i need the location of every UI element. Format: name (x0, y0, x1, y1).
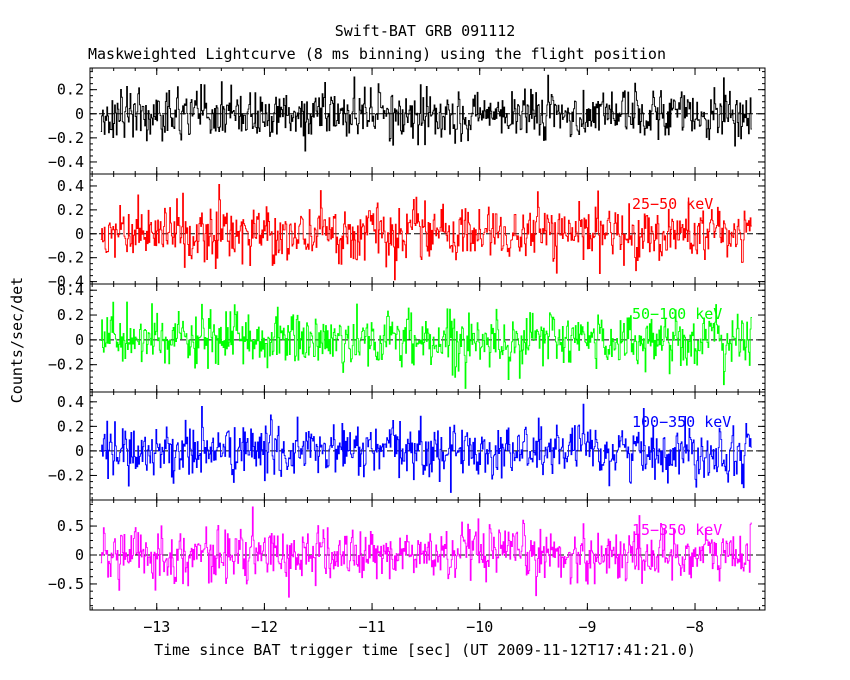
x-tick-label: −10 (466, 618, 493, 636)
y-tick-label: 0.2 (57, 417, 84, 435)
y-tick-label: 0 (75, 225, 84, 243)
band-label: 50−100 keV (632, 305, 722, 323)
y-tick-label: −0.2 (48, 356, 84, 374)
x-axis: −13 −12 −11 −10 −9 −8 (143, 618, 704, 636)
x-tick-label: −11 (359, 618, 386, 636)
lightcurve-series (100, 74, 752, 152)
panel-1: −0.4 −0.2 0 0.2 (48, 67, 766, 175)
lightcurve-series (100, 183, 752, 281)
y-tick-label: 0.2 (57, 81, 84, 99)
y-tick-label: 0 (75, 442, 84, 460)
lightcurve-series (100, 301, 752, 389)
chart-title: Swift-BAT GRB 091112 (335, 22, 516, 40)
lightcurve-series (100, 403, 752, 493)
x-tick-label: −9 (578, 618, 596, 636)
y-tick-label: −0.2 (48, 249, 84, 267)
band-label: 100−350 keV (632, 413, 731, 431)
y-tick-label: 0 (75, 546, 84, 564)
y-tick-label: 0.2 (57, 306, 84, 324)
x-tick-label: −12 (251, 618, 278, 636)
lightcurve-series (100, 506, 752, 598)
band-label: 15−350 keV (632, 521, 722, 539)
y-tick-label: 0.4 (57, 281, 84, 299)
y-tick-label: 0 (75, 105, 84, 123)
y-tick-label: −0.5 (48, 575, 84, 593)
x-tick-label: −8 (686, 618, 704, 636)
x-axis-label: Time since BAT trigger time [sec] (UT 20… (154, 641, 696, 659)
band-label: 25−50 keV (632, 195, 713, 213)
panels-group: −0.4 −0.2 0 0.2 −0.4 −0.2 0 0.2 0.4 25−50 keV −0.2… (48, 67, 766, 611)
y-tick-label: 0.4 (57, 393, 84, 411)
y-tick-label: −0.4 (48, 153, 84, 171)
panel-5: −0.5 0 0.5 15−350 keV (48, 499, 766, 611)
panel-3: −0.2 0 0.2 0.4 50−100 keV (48, 281, 766, 393)
chart-subtitle: Maskweighted Lightcurve (8 ms binning) u… (88, 45, 666, 63)
y-tick-label: −0.2 (48, 466, 84, 484)
y-axis-label: Counts/sec/det (8, 277, 26, 403)
y-tick-label: 0.2 (57, 201, 84, 219)
y-tick-label: −0.4 (48, 273, 84, 291)
x-tick-label: −13 (143, 618, 170, 636)
panel-2: −0.4 −0.2 0 0.2 0.4 25−50 keV (48, 173, 766, 291)
y-tick-label: −0.2 (48, 129, 84, 147)
y-tick-label: 0.4 (57, 177, 84, 195)
y-tick-label: 0 (75, 331, 84, 349)
y-tick-label: 0.5 (57, 517, 84, 535)
